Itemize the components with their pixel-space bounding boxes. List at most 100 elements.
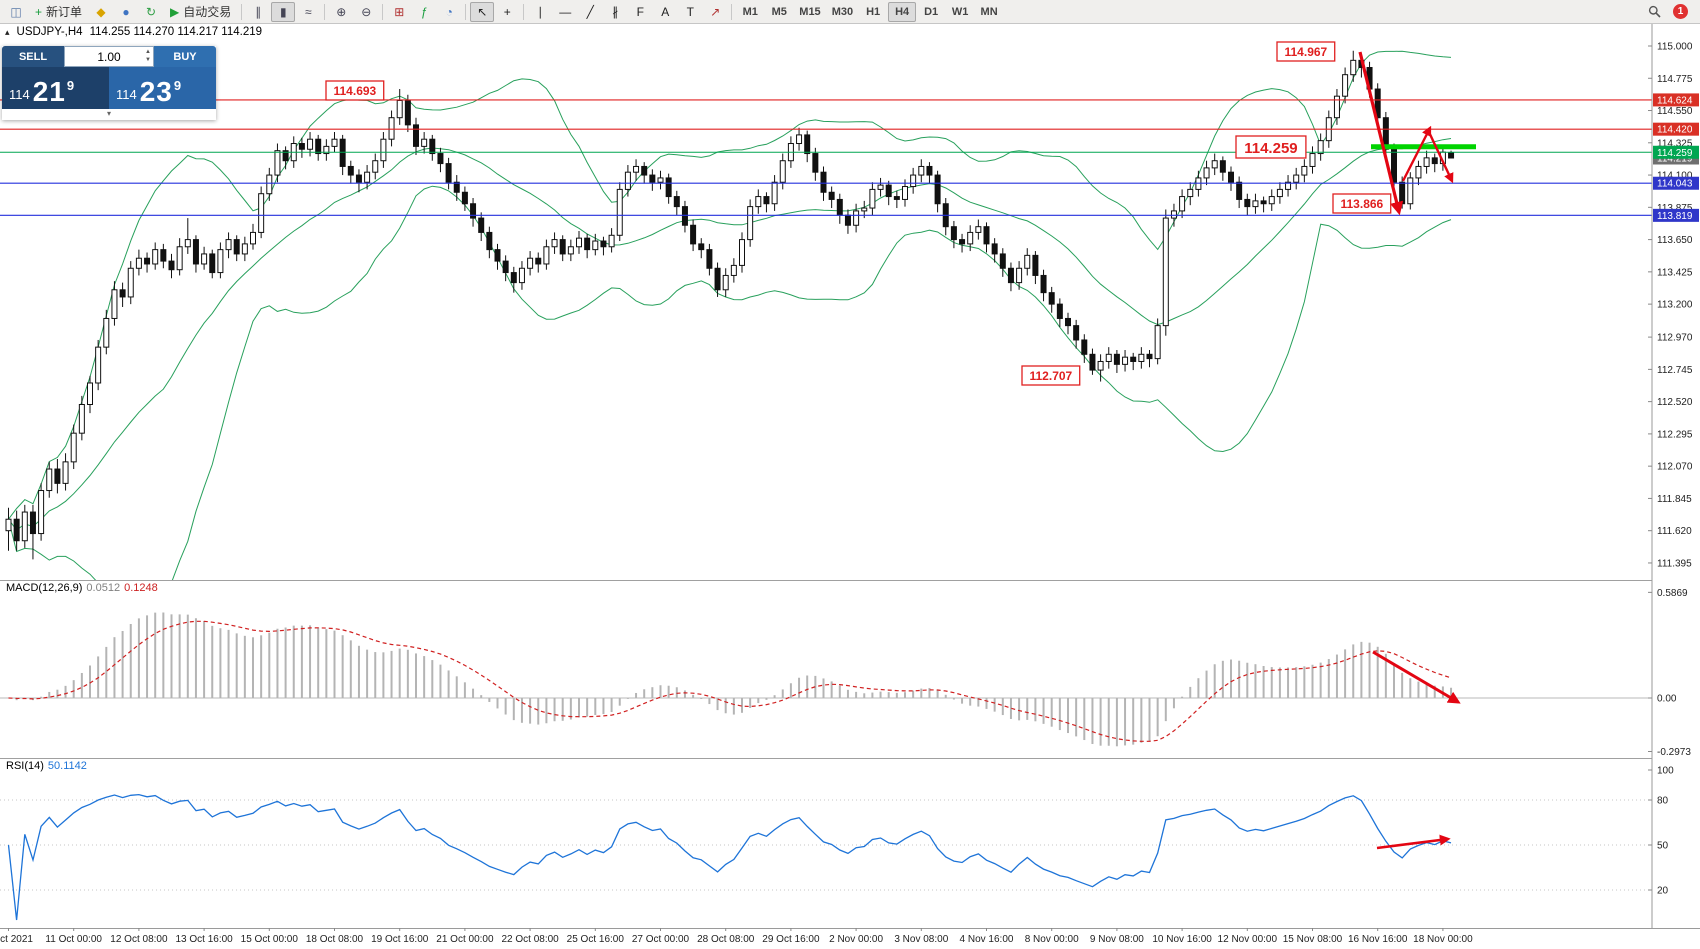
price-tag-114.624: 114.624 [1653,93,1699,107]
chart-title-strip: ▴ USDJPY-,H4 114.255 114.270 114.217 114… [5,26,262,38]
svg-text:114.100: 114.100 [1657,171,1693,182]
cycles-icon[interactable]: ◔ [437,2,461,22]
metaeditor-icon: ◆ [96,4,106,19]
crosshair-icon[interactable]: + [495,2,519,22]
profile-icon[interactable]: ● [114,2,138,22]
svg-text:0.5869: 0.5869 [1657,588,1688,599]
price-callout-114.259[interactable]: 114.259 [1235,135,1307,159]
timeframe-m15-button[interactable]: M15 [799,5,821,18]
label-icon[interactable]: T [678,2,702,22]
svg-text:113.875: 113.875 [1657,203,1693,214]
toolbar-separator [465,3,467,20]
svg-text:-0.2973: -0.2973 [1657,747,1691,758]
indicators-icon[interactable]: ƒ [412,2,436,22]
svg-text:114.624: 114.624 [1657,95,1693,106]
buy-button[interactable]: BUY [154,46,216,67]
chart-symbol-label: USDJPY-,H4 [16,26,83,38]
chart-ohlc-values: 114.255 114.270 114.217 114.219 [89,26,263,38]
refresh-icon[interactable]: ↻ [139,2,163,22]
price-tag-114.043: 114.043 [1653,176,1699,190]
timeframe-d1-button[interactable]: D1 [924,5,939,18]
time-label: 19 Oct 16:00 [371,934,429,945]
indicators-icon: ƒ [420,4,428,19]
sell-price[interactable]: 114 21 9 [2,67,109,109]
tile-windows-icon[interactable]: ⊞ [387,2,411,22]
cursor-icon[interactable]: ↖ [470,1,495,22]
line-chart-icon[interactable]: ≈ [296,2,320,22]
volume-value: 1.00 [97,49,121,64]
text-icon[interactable]: A [653,2,677,22]
autotrading-button[interactable]: ▶ 自动交易 [164,2,237,22]
price-tag-114.420: 114.420 [1653,122,1699,136]
trend-arrow-2[interactable] [1401,125,1432,182]
toolbar-separator [523,3,525,20]
svg-text:114.259: 114.259 [1657,148,1693,159]
chart-window-icon[interactable]: ◫ [4,2,28,22]
svg-text:114.967: 114.967 [1285,45,1328,59]
top-toolbar: ◫ + 新订单 ◆ ● ↻ ▶ 自动交易 ∥ ▮ ≈ ⊕ ⊖ ⊞ ƒ ◔ ↖ + ∣ ― ╱ ∦ F A T ↗ M1 M5 M15 M3… [0,0,1700,24]
search-icon[interactable] [1642,2,1666,22]
time-label: 2 Nov 00:00 [829,934,883,945]
new-order-button-label: 新订单 [46,5,83,19]
volume-spinner[interactable]: ▲ ▼ [145,48,151,64]
svg-text:111.845: 111.845 [1657,494,1692,505]
volume-input[interactable]: 1.00 ▲ ▼ [64,46,154,67]
arrows-icon[interactable]: ↗ [703,2,727,22]
fibonacci-icon[interactable]: F [628,2,652,22]
price-callout-114.693[interactable]: 114.693 [325,80,385,101]
new-order-button[interactable]: + 新订单 [29,2,88,22]
vertical-line-icon[interactable]: ∣ [528,2,552,22]
sell-button[interactable]: SELL [2,46,64,67]
timeframe-h4-button[interactable]: H4 [888,1,917,22]
toolbar-separator [731,3,733,20]
spin-up-icon[interactable]: ▲ [145,49,151,55]
candlestick-chart-icon[interactable]: ▮ [271,1,296,22]
price-callout-114.967[interactable]: 114.967 [1276,41,1336,62]
time-label: 4 Nov 16:00 [960,934,1014,945]
price-callout-112.707[interactable]: 112.707 [1021,365,1081,386]
bar-chart-icon[interactable]: ∥ [246,2,270,22]
notification-badge[interactable]: 1 [1673,4,1688,19]
time-label: 25 Oct 16:00 [567,934,625,945]
timeframe-m30-button[interactable]: M30 [831,5,854,18]
time-label: 12 Oct 08:00 [110,934,168,945]
timeframe-mn-button[interactable]: MN [980,5,998,18]
time-label: 15 Nov 08:00 [1283,934,1343,945]
trade-panel-collapse-arrow[interactable]: ▾ [106,109,111,118]
svg-text:114.259: 114.259 [1244,140,1297,157]
time-label: 22 Oct 08:00 [501,934,559,945]
toolbar-separator [241,3,243,20]
channel-icon[interactable]: ∦ [603,2,627,22]
buy-price[interactable]: 114 23 9 [109,67,216,109]
middle-band [8,138,1452,531]
timeframe-m5-button[interactable]: M5 [771,5,787,18]
trendline-icon[interactable]: ╱ [578,2,602,22]
macd-signal-line [8,620,1452,742]
svg-text:114.693: 114.693 [334,84,377,98]
price-tag-114.259: 114.259 [1653,145,1699,159]
horizontal-line-icon[interactable]: ― [553,2,577,22]
zoom-in-icon[interactable]: ⊕ [329,2,353,22]
trendline-icon: ╱ [586,4,594,19]
timeframe-m1-button[interactable]: M1 [742,5,758,18]
spin-down-icon[interactable]: ▼ [145,57,151,63]
bollinger-bands [8,50,1452,580]
vertical-line-icon: ∣ [537,4,544,19]
toolbar-separator [324,3,326,20]
timeframe-w1-button[interactable]: W1 [951,5,969,18]
svg-text:0.00: 0.00 [1657,694,1677,705]
zoom-out-icon[interactable]: ⊖ [354,2,378,22]
time-label: 8 Oct 2021 [0,934,33,945]
svg-text:113.650: 113.650 [1657,235,1693,246]
fibonacci-icon: F [636,4,644,19]
timeframe-h1-button[interactable]: H1 [866,5,881,18]
metaeditor-icon[interactable]: ◆ [89,2,113,22]
trend-arrow-3[interactable] [1426,129,1454,184]
macd-arrow[interactable] [1372,650,1461,704]
time-label: 10 Nov 16:00 [1152,934,1212,945]
svg-text:100: 100 [1657,766,1674,777]
price-callout-113.866[interactable]: 113.866 [1332,193,1392,214]
svg-text:80: 80 [1657,796,1669,807]
trend-arrow-1[interactable] [1358,51,1404,216]
rsi-arrow[interactable] [1376,834,1451,850]
